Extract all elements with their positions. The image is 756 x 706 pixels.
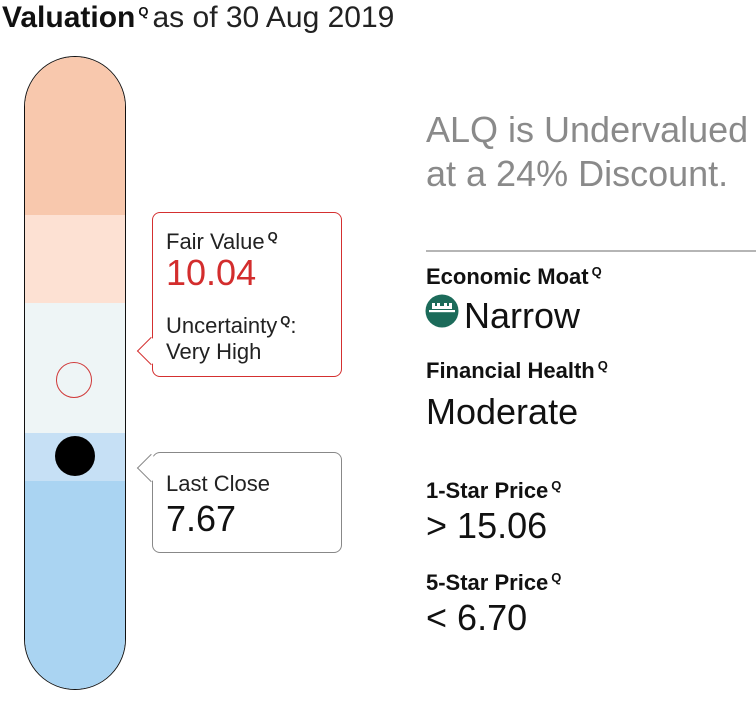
- info-icon[interactable]: Q: [597, 357, 608, 373]
- financial-health-label-row: Financial Health Q: [426, 358, 608, 384]
- uncertainty-value: Very High: [166, 339, 262, 364]
- fair-value-label: Fair Value: [166, 229, 265, 254]
- fair-value-amount: 10.04: [166, 252, 257, 293]
- less-than-symbol: <: [426, 597, 448, 638]
- info-icon[interactable]: Q: [138, 4, 149, 19]
- summary-line-1: ALQ is Undervalued: [426, 109, 749, 150]
- valuation-summary: ALQ is Undervalued at a 24% Discount.: [426, 108, 756, 196]
- one-star-label-row: 1-Star Price Q: [426, 478, 561, 504]
- uncertainty-label: Uncertainty: [166, 313, 278, 338]
- last-close-callout: Last Close 7.67: [136, 452, 342, 553]
- callout-pointer: [136, 453, 166, 483]
- info-icon[interactable]: Q: [591, 263, 602, 279]
- uncertainty-label-row: Uncertainty Q:: [166, 313, 297, 339]
- bar-band-overvalued: [25, 57, 125, 215]
- economic-moat-label-row: Economic Moat Q: [426, 264, 602, 290]
- last-close-marker: [55, 436, 95, 476]
- five-star-value-row: < 6.70: [426, 598, 527, 638]
- five-star-label: 5-Star Price: [426, 570, 549, 595]
- greater-than-symbol: >: [426, 505, 448, 546]
- one-star-value: 15.06: [457, 505, 548, 546]
- info-icon[interactable]: Q: [551, 569, 562, 585]
- financial-health-value: Moderate: [426, 391, 579, 432]
- five-star-value: 6.70: [457, 597, 528, 638]
- bar-band-undervalued: [25, 481, 125, 689]
- economic-moat-value: Narrow: [464, 295, 581, 336]
- economic-moat-label: Economic Moat: [426, 264, 589, 289]
- five-star-label-row: 5-Star Price Q: [426, 570, 561, 596]
- divider: [426, 250, 756, 252]
- financial-health-label: Financial Health: [426, 358, 595, 383]
- info-icon[interactable]: Q: [280, 312, 291, 328]
- valuation-bar: [24, 56, 126, 690]
- info-icon[interactable]: Q: [267, 228, 278, 244]
- info-icon[interactable]: Q: [551, 477, 562, 493]
- economic-moat-value-row: Narrow: [424, 293, 581, 337]
- fair-value-callout: Fair Value Q 10.04 Uncertainty Q: Very Hig…: [136, 212, 342, 377]
- bar-band-slightly-overvalued: [25, 215, 125, 303]
- one-star-value-row: > 15.06: [426, 506, 547, 546]
- last-close-label: Last Close: [166, 471, 270, 496]
- callout-pointer: [136, 336, 166, 366]
- valuation-date: as of 30 Aug 2019: [152, 1, 395, 34]
- valuation-heading: Valuation: [2, 1, 136, 34]
- fair-value-label-row: Fair Value Q: [166, 229, 278, 255]
- moat-castle-icon: [424, 293, 460, 337]
- last-close-value: 7.67: [166, 498, 237, 539]
- fair-value-marker: [56, 362, 92, 398]
- uncertainty-colon: :: [290, 313, 297, 338]
- one-star-label: 1-Star Price: [426, 478, 549, 503]
- summary-line-2: at a 24% Discount.: [426, 153, 729, 194]
